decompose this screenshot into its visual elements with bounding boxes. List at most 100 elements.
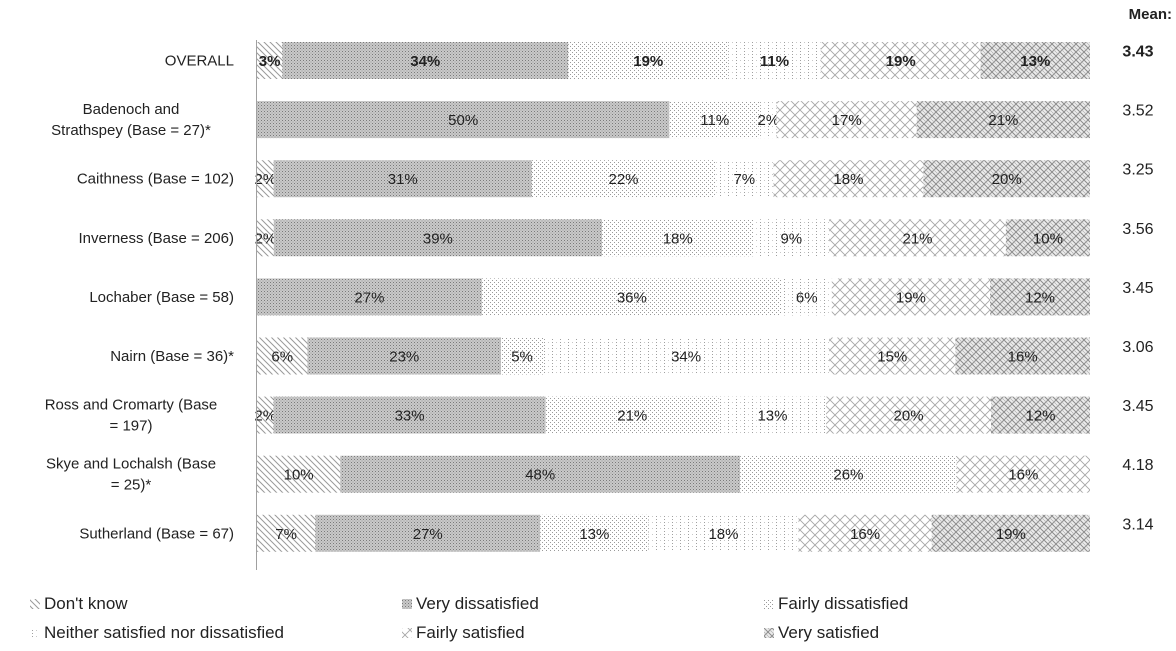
bar-segment-very-dissatisfied <box>340 455 741 493</box>
legend-swatch <box>764 599 774 609</box>
bar-segment-neither-satisfied-nor-dissatisfied <box>753 219 830 257</box>
category-label: Nairn (Base = 36)* <box>110 348 234 365</box>
legend-label: Don't know <box>44 594 128 613</box>
data-label: 23% <box>389 349 419 366</box>
data-label: 20% <box>894 408 924 425</box>
data-label: 17% <box>832 112 862 129</box>
legend-label: Fairly dissatisfied <box>778 594 908 613</box>
data-label: 2% <box>254 408 276 425</box>
bar-segment-fairly-dissatisfied <box>740 455 957 493</box>
data-label: 13% <box>757 408 787 425</box>
bar-segment-don-t-know <box>257 160 274 198</box>
category-label: Skye and Lochalsh (Base <box>46 456 216 473</box>
bar-segment-very-dissatisfied <box>273 160 532 198</box>
bar-segment-very-dissatisfied <box>315 514 541 552</box>
bar-segment-fairly-satisfied <box>826 396 992 434</box>
bar-segment-fairly-dissatisfied <box>545 396 719 434</box>
bar-segment-fairly-dissatisfied <box>601 219 754 257</box>
bar-segment-very-satisfied <box>916 101 1090 139</box>
bar-segment-don-t-know <box>257 514 316 552</box>
data-label: 6% <box>271 349 293 366</box>
data-label: 31% <box>388 171 418 188</box>
data-label: 18% <box>833 171 863 188</box>
bar-segment-very-dissatisfied <box>257 278 482 316</box>
data-label: 12% <box>1025 289 1055 306</box>
bar-segment-very-dissatisfied <box>257 101 670 139</box>
bar-segment-neither-satisfied-nor-dissatisfied <box>543 337 830 375</box>
bar-segment-fairly-satisfied <box>798 514 932 552</box>
data-label: 5% <box>511 349 533 366</box>
bar-segment-very-dissatisfied <box>273 396 546 434</box>
data-label: 33% <box>395 408 425 425</box>
data-label: 19% <box>896 289 926 306</box>
data-label: 9% <box>780 230 802 247</box>
mean-value: 3.06 <box>1122 339 1153 356</box>
bar-segment-very-satisfied <box>955 337 1090 375</box>
legend-label: Fairly satisfied <box>416 623 525 642</box>
mean-value: 3.45 <box>1122 398 1153 415</box>
bar-segment-neither-satisfied-nor-dissatisfied <box>715 160 774 198</box>
bar-segment-fairly-satisfied <box>829 219 1006 257</box>
bar-segment-fairly-dissatisfied <box>568 42 729 79</box>
data-label: 39% <box>423 230 453 247</box>
bar-segment-neither-satisfied-nor-dissatisfied <box>781 278 832 316</box>
bar-segment-don-t-know <box>257 337 308 375</box>
mean-value: 3.25 <box>1122 162 1153 179</box>
data-label: 18% <box>708 526 738 543</box>
bar-segment-very-satisfied <box>1005 219 1090 257</box>
data-label: 18% <box>663 230 693 247</box>
bar-segment-fairly-satisfied <box>956 455 1090 493</box>
bars-layer: 3% 34% 19% 11% 19% 13% 50% 11% 2% 17% 21% 2% 31% 22% 7… <box>254 42 1090 552</box>
bar-segment-very-dissatisfied <box>282 42 569 79</box>
bar-segment-fairly-satisfied <box>773 160 924 198</box>
data-label: 3% <box>259 53 281 70</box>
bar-segment-fairly-dissatisfied <box>481 278 782 316</box>
data-label: 27% <box>354 289 384 306</box>
data-label: 21% <box>617 408 647 425</box>
data-label: 19% <box>633 53 663 70</box>
category-label: Caithness (Base = 102) <box>77 171 234 188</box>
data-label: 19% <box>996 526 1026 543</box>
category-label: OVERALL <box>165 53 234 70</box>
data-label: 21% <box>988 112 1018 129</box>
data-label: 11% <box>760 53 789 70</box>
data-label: 2% <box>255 230 277 247</box>
category-label: = 25)* <box>111 477 152 494</box>
data-label: 7% <box>275 526 297 543</box>
legend: Don't know Very dissatisfied Fairly dissat… <box>30 594 908 642</box>
legend-swatch <box>30 599 40 609</box>
data-label: 36% <box>617 289 647 306</box>
bar-segment-don-t-know <box>257 396 274 434</box>
data-label: 21% <box>902 230 932 247</box>
bar-segment-don-t-know <box>257 219 274 257</box>
data-label: 16% <box>1008 467 1038 484</box>
bar-segment-fairly-dissatisfied <box>501 337 544 375</box>
data-label: 19% <box>886 53 916 70</box>
category-label: = 197) <box>110 418 153 435</box>
data-label: 20% <box>992 171 1022 188</box>
bar-segment-fairly-satisfied <box>831 278 991 316</box>
bar-segment-fairly-satisfied <box>776 101 917 139</box>
bar-segment-neither-satisfied-nor-dissatisfied <box>728 42 821 79</box>
bar-segment-very-dissatisfied <box>273 219 602 257</box>
mean-value: 4.18 <box>1122 457 1153 474</box>
data-label: 6% <box>796 289 818 306</box>
data-label: 16% <box>1008 349 1038 366</box>
data-label: 27% <box>413 526 443 543</box>
data-label: 26% <box>833 467 863 484</box>
bar-segment-very-satisfied <box>980 42 1090 79</box>
legend-label: Very dissatisfied <box>416 594 539 613</box>
mean-values: Mean: 3.43 3.52 3.25 3.56 3.45 3.06 3.45 4.18 3.… <box>1122 6 1172 533</box>
data-label: 7% <box>733 171 755 188</box>
legend-item: Fairly satisfied <box>402 623 525 642</box>
category-labels: OVERALL Badenoch and Strathspey (Base = 27… <box>45 53 234 543</box>
legend-item: Very satisfied <box>764 623 879 642</box>
data-label: 10% <box>284 467 314 484</box>
bar-segment-very-satisfied <box>991 396 1090 434</box>
bar-segment-fairly-dissatisfied <box>669 101 761 139</box>
data-label: 50% <box>448 112 478 129</box>
data-label: 10% <box>1033 230 1063 247</box>
bar-segment-fairly-satisfied <box>829 337 956 375</box>
data-label: 12% <box>1025 408 1055 425</box>
